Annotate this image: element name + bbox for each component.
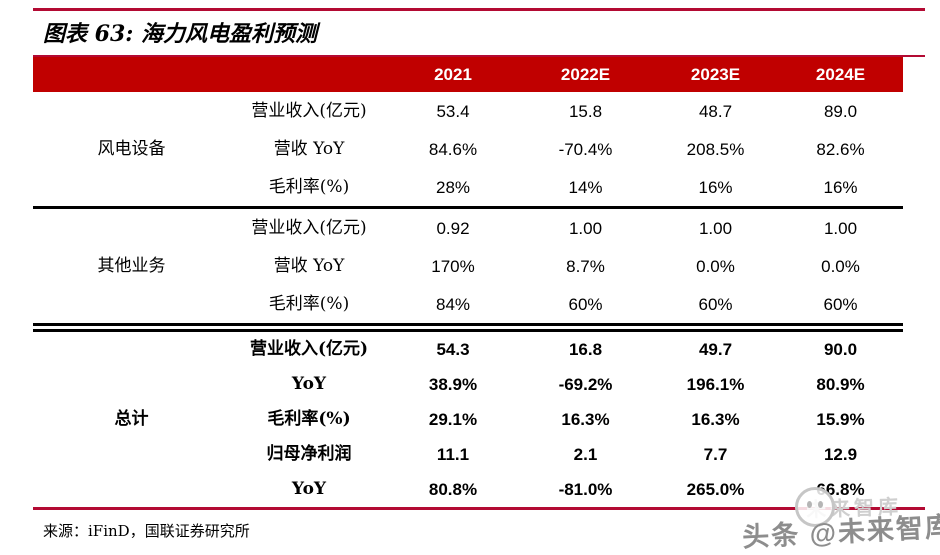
value-cell: 2.1: [573, 445, 598, 464]
value-cell: 15.8: [568, 101, 603, 121]
value-cell: 60%: [698, 294, 733, 314]
page-top-rule: [33, 8, 925, 11]
table-top-rule: [33, 55, 925, 57]
table-bottom-rule: [33, 507, 925, 510]
value-cell: 60%: [823, 294, 858, 314]
group-label: 风电设备: [97, 138, 166, 159]
value-cell: 0.0%: [821, 256, 860, 276]
value-cell: -70.4%: [558, 139, 613, 159]
value-cell: 1.00: [823, 218, 858, 238]
value-cell: 49.7: [698, 340, 733, 359]
group-label: 总计: [114, 409, 149, 429]
column-header: 2022E: [518, 57, 653, 92]
value-cell: 80.9%: [816, 375, 865, 394]
value-cell: 208.5%: [686, 139, 745, 159]
row-label: 毛利率(%): [268, 293, 350, 314]
value-cell: 48.7: [698, 101, 733, 121]
row-label: 营收 YoY: [273, 138, 345, 159]
value-cell: 16.3%: [561, 410, 610, 429]
value-cell: 80.8%: [428, 480, 478, 499]
row-label: 营业收入(亿元): [249, 339, 369, 359]
row-label: YoY: [291, 479, 327, 499]
value-cell: 89.0: [823, 101, 858, 121]
value-cell: 196.1%: [686, 375, 745, 394]
row-label: 毛利率(%): [268, 176, 350, 197]
column-header: 2024E: [778, 57, 903, 92]
value-cell: 82.6%: [816, 139, 865, 159]
group-label: 其他业务: [97, 255, 166, 276]
value-cell: 265.0%: [686, 480, 745, 499]
value-cell: 15.9%: [816, 410, 865, 429]
value-cell: -69.2%: [558, 375, 613, 394]
column-header: 2021: [388, 57, 518, 92]
group-divider: [33, 206, 903, 209]
value-cell: 8.7%: [566, 256, 605, 276]
value-cell: 60%: [568, 294, 603, 314]
smiley-eye-icon: [807, 501, 812, 508]
value-cell: 0.92: [436, 218, 470, 238]
row-label: YoY: [291, 374, 327, 394]
value-cell: 16.3%: [691, 410, 740, 429]
figure-title: 图表 63: 海力风电盈利预测: [43, 21, 318, 47]
forecast-table: 2021 2022E 2023E 2024E 风电设备 营业收入(亿元) 53.4 15.8 4…: [33, 57, 903, 507]
value-cell: 53.4: [436, 101, 470, 121]
value-cell: 7.7: [703, 445, 728, 464]
value-cell: 0.0%: [696, 256, 735, 276]
value-cell: 16%: [823, 177, 858, 197]
row-label: 毛利率(%): [267, 409, 351, 429]
value-cell: 16.8: [568, 340, 603, 359]
value-cell: 1.00: [698, 218, 733, 238]
value-cell: 29.1%: [428, 410, 478, 429]
row-label: 归母净利润: [266, 444, 352, 464]
table-header-spacer: [33, 57, 388, 92]
row-label: 营业收入(亿元): [251, 217, 367, 238]
watermark-main-text: 头条 @未来智库: [741, 511, 940, 553]
row-label: 营收 YoY: [273, 255, 345, 276]
value-cell: 28%: [435, 177, 471, 197]
value-cell: 38.9%: [428, 375, 478, 394]
value-cell: 12.9: [823, 445, 858, 464]
row-label: 营业收入(亿元): [251, 100, 367, 121]
value-cell: 170%: [431, 256, 475, 276]
value-cell: 84.6%: [428, 139, 478, 159]
column-header: 2023E: [653, 57, 778, 92]
value-cell: 11.1: [436, 445, 470, 464]
group-divider-double: [33, 323, 903, 332]
value-cell: 54.3: [436, 340, 470, 359]
value-cell: 16%: [698, 177, 733, 197]
value-cell: 90.0: [823, 340, 858, 359]
value-cell: 14%: [568, 177, 603, 197]
value-cell: 1.00: [568, 218, 603, 238]
value-cell: 84%: [435, 294, 471, 314]
smiley-icon: [795, 487, 835, 527]
source-note: 来源：iFinD，国联证券研究所: [43, 522, 250, 540]
smiley-eye-icon: [818, 501, 823, 508]
value-cell: -81.0%: [558, 480, 613, 499]
